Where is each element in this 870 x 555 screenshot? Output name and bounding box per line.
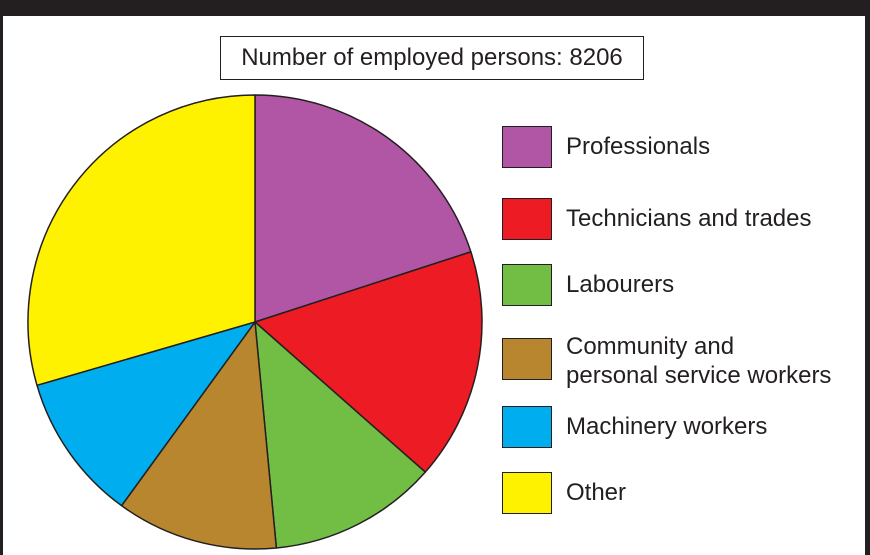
pie-slice-labourers [254, 321, 427, 549]
pie-slice-professionals [254, 94, 472, 323]
legend-swatch-community-and-personal-service-workers [502, 338, 552, 380]
legend-label-machinery-workers: Machinery workers [566, 413, 768, 440]
legend-label-line-2: personal service workers [566, 362, 832, 389]
legend-item-other: Other [502, 472, 862, 516]
legend-swatch-professionals [502, 126, 552, 168]
legend-swatch-machinery-workers [502, 406, 552, 448]
frame-border-right [865, 16, 870, 555]
legend-swatch-technicians-and-trades [502, 198, 552, 240]
legend-label-other: Other [566, 479, 627, 506]
legend-item-professionals: Professionals [502, 126, 862, 170]
pie-slice-machinery-workers [36, 321, 256, 507]
pie-slice-community-and-personal-service-workers [120, 321, 278, 550]
frame-border-left [0, 16, 3, 555]
legend-label-technicians-and-trades: Technicians and trades [566, 205, 812, 232]
top-bar [0, 0, 870, 16]
legend-label-community-and-personal-service-workers: Community and personal service workers [566, 332, 831, 390]
legend-item-labourers: Labourers [502, 264, 862, 308]
legend-swatch-other [502, 472, 552, 514]
pie-slice-technicians-and-trades [254, 251, 483, 473]
legend-item-community-and-personal-service-workers: Community and personal service workers [502, 333, 862, 389]
pie-slice-other [27, 94, 256, 387]
legend-item-technicians-and-trades: Technicians and trades [502, 198, 862, 242]
legend-label-labourers: Labourers [566, 271, 675, 298]
chart-title: Number of employed persons: 8206 [220, 36, 644, 80]
legend-label-professionals: Professionals [566, 133, 711, 160]
legend-swatch-labourers [502, 264, 552, 306]
legend-item-machinery-workers: Machinery workers [502, 406, 862, 450]
legend-label-line-1: Community and [566, 333, 735, 360]
